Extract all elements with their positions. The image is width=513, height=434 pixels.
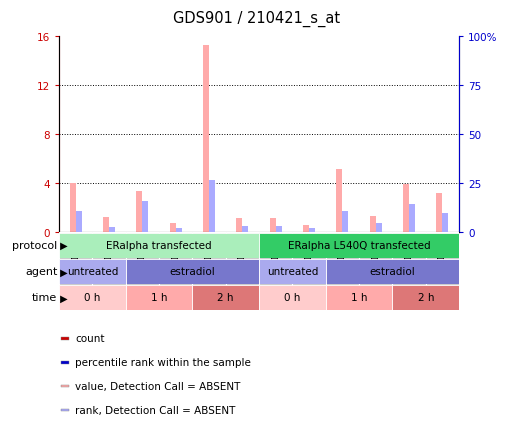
Bar — [242, 226, 248, 232]
Bar — [61, 409, 69, 411]
Bar — [437, 193, 442, 232]
Text: ▶: ▶ — [57, 241, 68, 250]
Bar — [259, 285, 326, 310]
Bar — [292, 232, 326, 299]
Bar — [70, 183, 76, 232]
Bar — [259, 259, 326, 284]
Bar — [61, 361, 69, 364]
Bar — [59, 259, 126, 284]
Text: estradiol: estradiol — [369, 267, 416, 276]
Bar — [326, 259, 459, 284]
Text: ▶: ▶ — [57, 293, 68, 302]
Text: value, Detection Call = ABSENT: value, Detection Call = ABSENT — [75, 381, 241, 391]
Text: GSM18499: GSM18499 — [371, 234, 380, 276]
Bar — [337, 170, 342, 232]
Bar — [203, 46, 209, 232]
Bar — [59, 232, 92, 299]
Text: 2 h: 2 h — [218, 293, 234, 302]
Bar — [59, 285, 126, 310]
Bar — [136, 192, 142, 232]
Bar — [109, 227, 115, 232]
Text: GSM18500: GSM18500 — [405, 234, 413, 276]
Text: 2 h: 2 h — [418, 293, 434, 302]
Bar — [236, 219, 242, 232]
Bar — [426, 232, 459, 299]
Text: GSM16943: GSM16943 — [71, 234, 80, 276]
Text: protocol: protocol — [12, 241, 57, 250]
Text: ▶: ▶ — [57, 267, 68, 276]
Bar — [270, 219, 275, 232]
Text: rank, Detection Call = ABSENT: rank, Detection Call = ABSENT — [75, 405, 235, 415]
Text: ERalpha transfected: ERalpha transfected — [106, 241, 212, 250]
Bar — [275, 226, 282, 232]
Text: GSM18501: GSM18501 — [438, 234, 447, 275]
Bar — [303, 226, 309, 232]
Text: 0 h: 0 h — [284, 293, 301, 302]
Bar — [61, 385, 69, 388]
Text: time: time — [32, 293, 57, 302]
Bar — [409, 204, 415, 232]
Text: percentile rank within the sample: percentile rank within the sample — [75, 358, 251, 367]
Bar — [61, 337, 69, 340]
Text: untreated: untreated — [267, 267, 318, 276]
Text: agent: agent — [25, 267, 57, 276]
Bar — [209, 181, 215, 232]
Bar — [259, 233, 459, 258]
Text: count: count — [75, 334, 105, 343]
Text: 0 h: 0 h — [84, 293, 101, 302]
Text: GSM18495: GSM18495 — [238, 234, 247, 276]
Bar — [259, 232, 292, 299]
Bar — [126, 259, 259, 284]
Bar — [326, 232, 359, 299]
Text: untreated: untreated — [67, 267, 118, 276]
Text: GSM18498: GSM18498 — [338, 234, 347, 275]
Bar — [175, 228, 182, 232]
Bar — [159, 232, 192, 299]
Bar — [403, 184, 409, 232]
Bar — [370, 216, 376, 232]
Text: GDS901 / 210421_s_at: GDS901 / 210421_s_at — [173, 11, 340, 27]
Bar — [75, 211, 82, 232]
Bar — [192, 285, 259, 310]
Text: GSM18496: GSM18496 — [271, 234, 280, 276]
Bar — [170, 224, 175, 232]
Bar — [359, 232, 392, 299]
Bar — [92, 232, 126, 299]
Bar — [59, 233, 259, 258]
Bar — [309, 228, 315, 232]
Text: estradiol: estradiol — [169, 267, 215, 276]
Bar — [226, 232, 259, 299]
Bar — [142, 202, 148, 232]
Bar — [442, 214, 448, 232]
Text: GSM18497: GSM18497 — [305, 234, 313, 276]
Text: GSM18494: GSM18494 — [205, 234, 213, 276]
Bar — [392, 232, 426, 299]
Bar — [376, 224, 382, 232]
Bar — [126, 232, 159, 299]
Text: GSM18491: GSM18491 — [105, 234, 113, 275]
Text: ERalpha L540Q transfected: ERalpha L540Q transfected — [288, 241, 430, 250]
Bar — [326, 285, 392, 310]
Text: GSM18492: GSM18492 — [138, 234, 147, 275]
Text: 1 h: 1 h — [351, 293, 367, 302]
Bar — [342, 211, 348, 232]
Bar — [392, 285, 459, 310]
Bar — [103, 217, 109, 232]
Text: GSM18493: GSM18493 — [171, 234, 180, 276]
Bar — [192, 232, 226, 299]
Bar — [126, 285, 192, 310]
Text: 1 h: 1 h — [151, 293, 167, 302]
